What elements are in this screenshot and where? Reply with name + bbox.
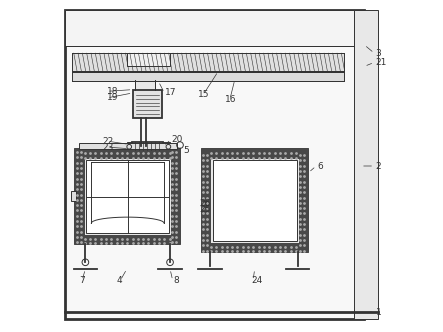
Text: 7: 7 [79,276,85,285]
Bar [127,53,170,66]
Text: 5: 5 [183,145,189,155]
Text: 2: 2 [376,161,381,171]
Bar [132,90,163,118]
Text: 17: 17 [165,88,177,98]
Text: 8: 8 [173,276,179,285]
Bar [202,243,308,252]
Text: 16: 16 [225,95,236,104]
Text: 3: 3 [376,48,381,58]
Text: 21: 21 [376,58,387,67]
Text: 25: 25 [199,205,210,214]
Bar [71,192,76,202]
Bar [213,160,297,241]
Text: 23: 23 [102,142,113,152]
Text: 19: 19 [107,93,118,103]
Bar [202,149,211,252]
Bar [354,10,377,319]
Text: 4: 4 [117,276,123,285]
Bar [75,149,85,244]
Bar [132,142,163,150]
Bar [79,143,177,149]
Bar [72,53,344,71]
Bar [299,149,308,252]
Bar [127,142,170,150]
Text: 1: 1 [376,307,381,317]
Text: 20: 20 [172,135,183,144]
Text: 15: 15 [198,90,210,99]
Bar [75,235,180,244]
Bar [75,149,180,244]
Bar [202,149,308,159]
Bar [202,149,308,252]
Bar [171,149,180,244]
Bar [86,160,169,233]
Bar [75,149,180,159]
Text: 26: 26 [199,199,210,208]
Text: 6: 6 [318,161,323,171]
Bar [72,72,344,81]
Text: 18: 18 [107,87,118,96]
Bar [135,81,155,90]
Bar [66,10,354,46]
Text: 22: 22 [102,136,113,146]
Text: 24: 24 [251,276,263,285]
